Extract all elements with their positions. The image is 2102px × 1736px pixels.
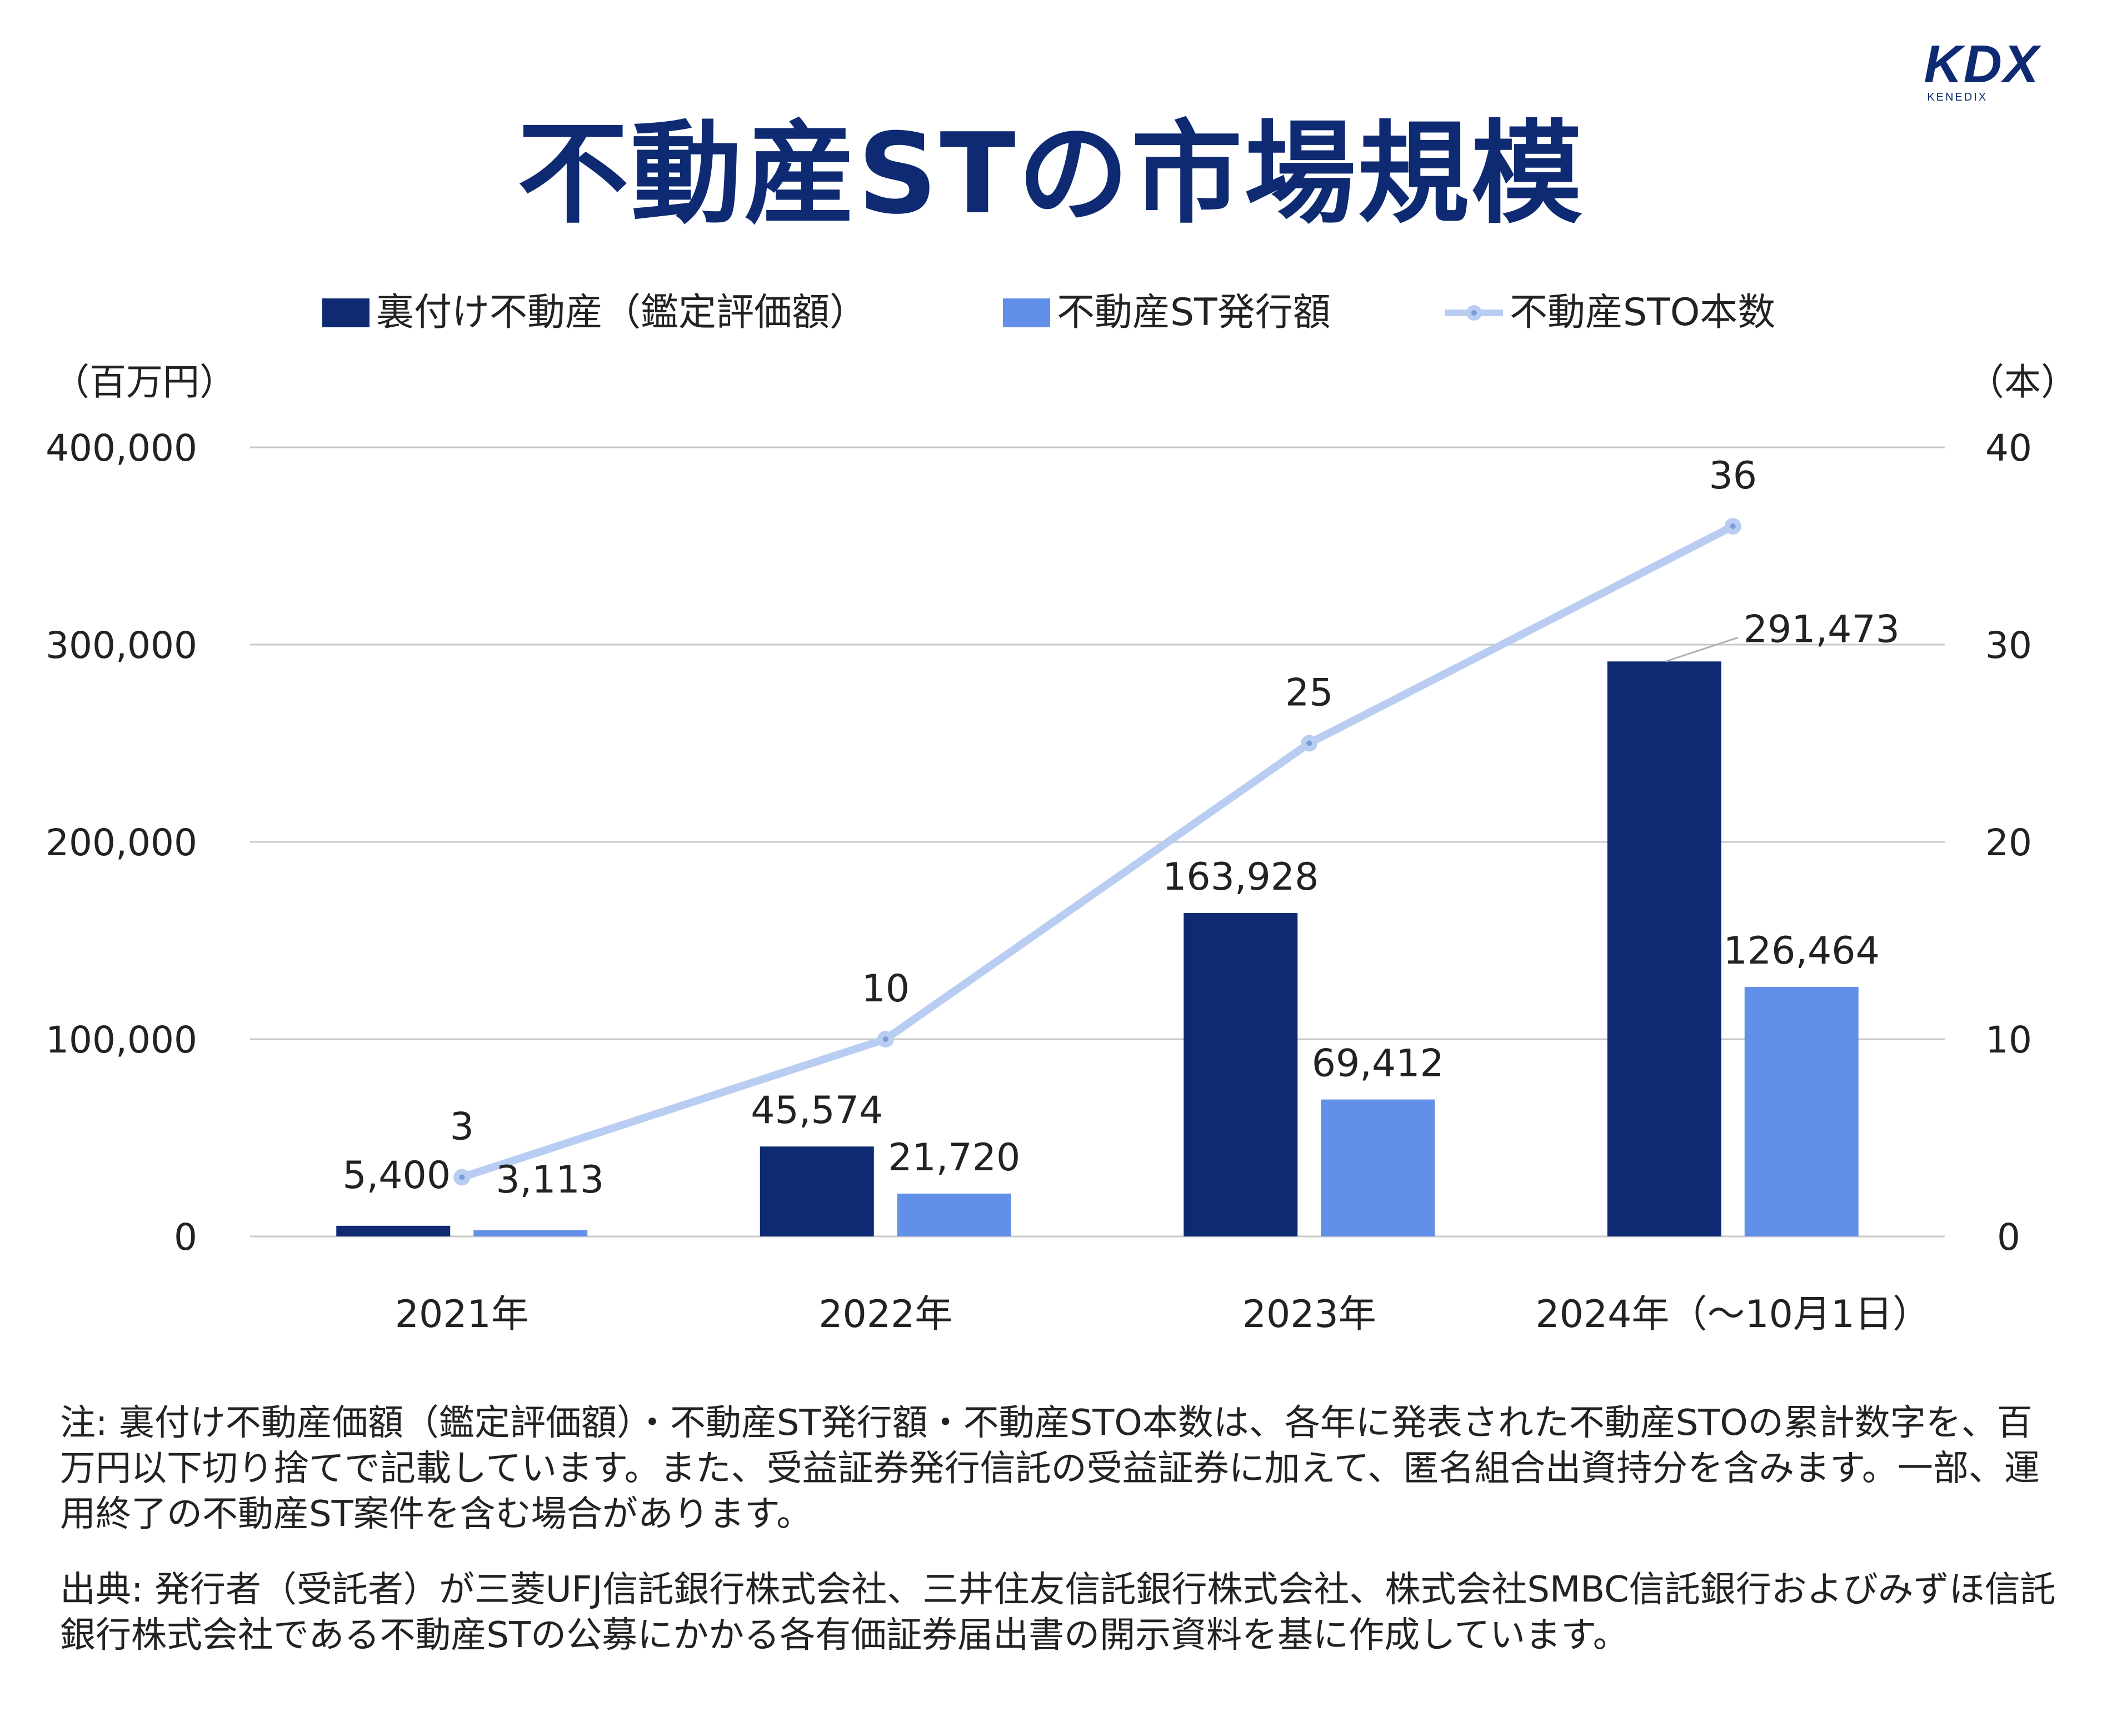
kdx-logo: KDX KENEDIX [1924,38,2040,104]
line-data-label: 25 [1285,671,1334,715]
y-right-tick-label: 30 [1985,624,2032,667]
x-category-label: 2021年 [395,1293,529,1336]
line-data-label: 36 [1709,454,1757,498]
leader-line [1665,636,1739,662]
x-category-label: 2022年 [818,1293,952,1336]
line-series [461,522,1735,1181]
bar [1321,1099,1435,1236]
line-point-center [882,1036,888,1042]
bar-data-label: 69,412 [1312,1042,1444,1086]
bar-data-label: 291,473 [1744,607,1900,651]
y-left-tick-label: 400,000 [46,427,197,470]
chart: 0 0 100,000 10 200,000 20 300,000 30 400,000 40 （百… [46,291,2078,1336]
y-right-tick-label: 20 [1985,821,2032,864]
bar [897,1193,1011,1236]
bar [760,1146,874,1236]
legend-swatch [322,298,370,327]
note-text: 注: 裏付け不動産価額（鑑定評価額）・不動産ST発行額・不動産STO本数は、各年… [60,1403,2040,1535]
line-point-center [1306,740,1312,746]
logo-main-text: KDX [1924,34,2040,94]
y-left-tick-label: 0 [174,1216,197,1259]
x-category-label: 2023年 [1242,1293,1376,1336]
logo-sub-text: KENEDIX [1927,91,1988,103]
y-left-tick-label: 200,000 [46,821,197,864]
y-right-tick-label: 10 [1985,1019,2032,1061]
bar [1607,661,1721,1236]
bar [473,1230,588,1236]
legend-label: 不動産ST発行額 [1057,291,1331,335]
y-left-unit-label: （百万円） [53,361,236,403]
line-data-label: 10 [861,967,910,1011]
source-text: 出典: 発行者（受託者）が三菱UFJ信託銀行株式会社、三井住友信託銀行株式会社、… [60,1569,2056,1656]
bar-data-label: 163,928 [1162,855,1319,899]
bar [336,1225,451,1236]
bar-data-label: 3,113 [496,1158,604,1202]
line-point-center [1730,523,1736,529]
y-right-tick-label: 0 [1997,1216,2020,1259]
y-left-tick-label: 100,000 [46,1019,197,1061]
line-point-center [459,1174,465,1180]
legend-label: 裏付け不動産（鑑定評価額） [376,291,867,335]
bar-data-label: 21,720 [888,1136,1020,1180]
bar-data-label: 126,464 [1724,929,1880,973]
y-right-tick-label: 40 [1985,427,2032,470]
page-title: 不動産STの市場規模 [517,109,1585,239]
bar-data-label: 45,574 [751,1089,883,1133]
bar [1744,987,1859,1236]
bar-data-label: 5,400 [342,1154,451,1198]
bar [1184,913,1298,1236]
x-category-label: 2024年（～10月1日） [1535,1293,1930,1336]
line-data-label: 3 [450,1105,474,1149]
legend-swatch [1003,298,1050,327]
legend-marker-center [1471,310,1477,316]
y-left-tick-label: 300,000 [46,624,197,667]
legend-label: 不動産STO本数 [1510,291,1775,335]
y-right-unit-label: （本） [1968,361,2078,403]
